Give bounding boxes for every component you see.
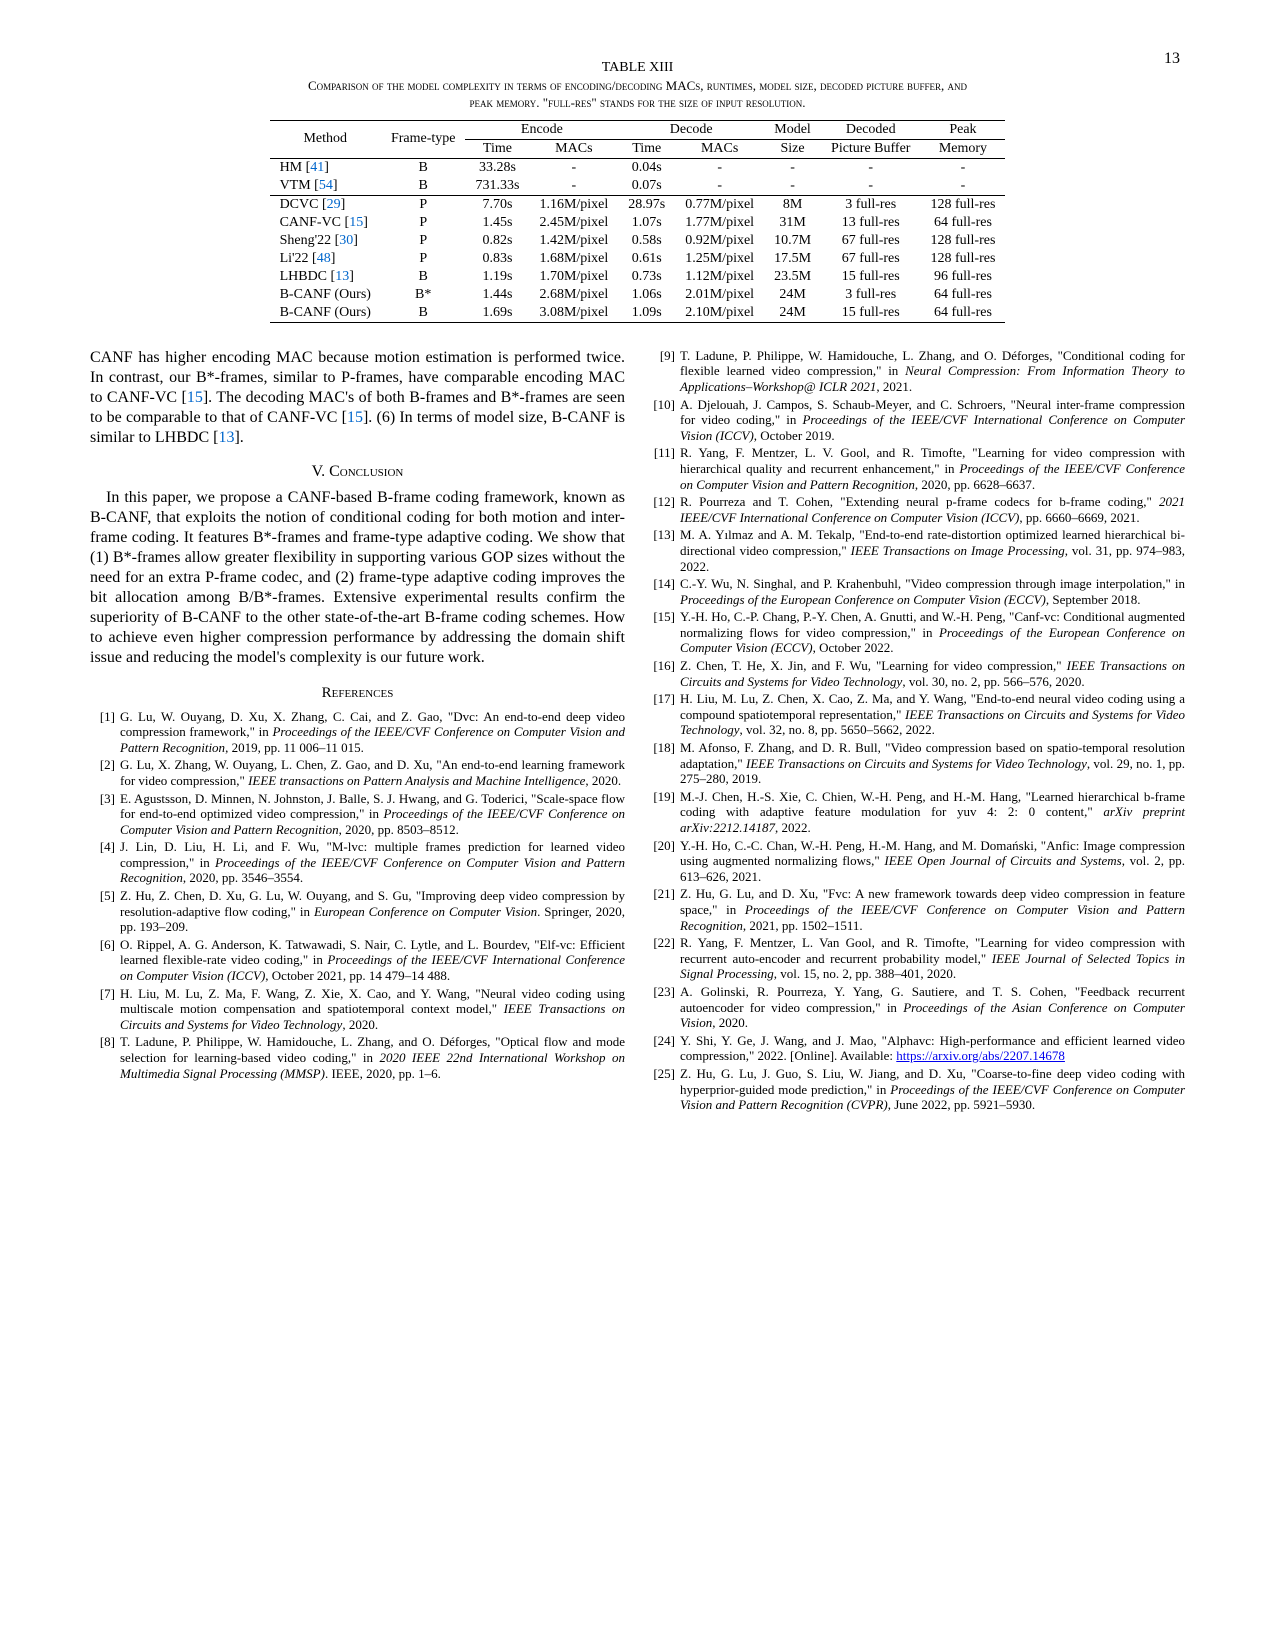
references-left: [1]G. Lu, W. Ouyang, D. Xu, X. Zhang, C.…: [90, 709, 625, 1082]
table-row: HM [41]B33.28s-0.04s----: [270, 158, 1006, 177]
th-model: Model: [764, 120, 821, 139]
reference-item: [21]Z. Hu, G. Lu, and D. Xu, "Fvc: A new…: [650, 886, 1185, 933]
reference-item: [12]R. Pourreza and T. Cohen, "Extending…: [650, 494, 1185, 525]
th-frame: Frame-type: [381, 120, 466, 158]
th-size: Size: [764, 139, 821, 158]
table-xiii: TABLE XIII Comparison of the model compl…: [90, 60, 1185, 323]
reference-item: [16]Z. Chen, T. He, X. Jin, and F. Wu, "…: [650, 658, 1185, 689]
th-enc-time: Time: [465, 139, 529, 158]
reference-item: [18]M. Afonso, F. Zhang, and D. R. Bull,…: [650, 740, 1185, 787]
left-column: CANF has higher encoding MAC because mot…: [90, 348, 625, 1115]
table-row: CANF-VC [15]P1.45s2.45M/pixel1.07s1.77M/…: [270, 214, 1006, 232]
reference-item: [17]H. Liu, M. Lu, Z. Chen, X. Cao, Z. M…: [650, 691, 1185, 738]
conclusion-heading: V. Conclusion: [90, 462, 625, 482]
th-decode: Decode: [618, 120, 764, 139]
references-heading: References: [90, 684, 625, 703]
reference-item: [23]A. Golinski, R. Pourreza, Y. Yang, G…: [650, 984, 1185, 1031]
th-encode: Encode: [465, 120, 618, 139]
table-row: VTM [54]B731.33s-0.07s----: [270, 177, 1006, 196]
th-memory: Memory: [920, 139, 1005, 158]
table-row: B-CANF (Ours)B1.69s3.08M/pixel1.09s2.10M…: [270, 304, 1006, 323]
two-column-body: CANF has higher encoding MAC because mot…: [90, 348, 1185, 1115]
reference-item: [7]H. Liu, M. Lu, Z. Ma, F. Wang, Z. Xie…: [90, 986, 625, 1033]
para-canf: CANF has higher encoding MAC because mot…: [90, 348, 625, 448]
reference-item: [19]M.-J. Chen, H.-S. Xie, C. Chien, W.-…: [650, 789, 1185, 836]
th-enc-macs: MACs: [529, 139, 618, 158]
reference-item: [20]Y.-H. Ho, C.-C. Chan, W.-H. Peng, H.…: [650, 838, 1185, 885]
complexity-table: Method Frame-type Encode Decode Model De…: [270, 120, 1006, 323]
reference-item: [14]C.-Y. Wu, N. Singhal, and P. Krahenb…: [650, 576, 1185, 607]
reference-item: [15]Y.-H. Ho, C.-P. Chang, P.-Y. Chen, A…: [650, 609, 1185, 656]
reference-item: [11]R. Yang, F. Mentzer, L. V. Gool, and…: [650, 445, 1185, 492]
table-row: DCVC [29]P7.70s1.16M/pixel28.97s0.77M/pi…: [270, 195, 1006, 214]
reference-item: [2]G. Lu, X. Zhang, W. Ouyang, L. Chen, …: [90, 757, 625, 788]
th-peak: Peak: [920, 120, 1005, 139]
table-row: Li'22 [48]P0.83s1.68M/pixel0.61s1.25M/pi…: [270, 250, 1006, 268]
reference-item: [13]M. A. Yılmaz and A. M. Tekalp, "End-…: [650, 527, 1185, 574]
th-picbuf: Picture Buffer: [821, 139, 920, 158]
right-column: [9]T. Ladune, P. Philippe, W. Hamidouche…: [650, 348, 1185, 1115]
para-conclusion: In this paper, we propose a CANF-based B…: [90, 488, 625, 668]
reference-item: [1]G. Lu, W. Ouyang, D. Xu, X. Zhang, C.…: [90, 709, 625, 756]
reference-item: [9]T. Ladune, P. Philippe, W. Hamidouche…: [650, 348, 1185, 395]
reference-item: [5]Z. Hu, Z. Chen, D. Xu, G. Lu, W. Ouya…: [90, 888, 625, 935]
th-method: Method: [270, 120, 381, 158]
references-right: [9]T. Ladune, P. Philippe, W. Hamidouche…: [650, 348, 1185, 1113]
table-caption: Comparison of the model complexity in te…: [90, 78, 1185, 112]
reference-item: [22]R. Yang, F. Mentzer, L. Van Gool, an…: [650, 935, 1185, 982]
reference-item: [8]T. Ladune, P. Philippe, W. Hamidouche…: [90, 1034, 625, 1081]
th-dec-time: Time: [618, 139, 675, 158]
table-row: LHBDC [13]B1.19s1.70M/pixel0.73s1.12M/pi…: [270, 268, 1006, 286]
reference-item: [4]J. Lin, D. Liu, H. Li, and F. Wu, "M-…: [90, 839, 625, 886]
reference-item: [6]O. Rippel, A. G. Anderson, K. Tatwawa…: [90, 937, 625, 984]
th-decoded: Decoded: [821, 120, 920, 139]
table-row: B-CANF (Ours)B*1.44s2.68M/pixel1.06s2.01…: [270, 286, 1006, 304]
reference-item: [10]A. Djelouah, J. Campos, S. Schaub-Me…: [650, 397, 1185, 444]
page-number: 13: [1164, 50, 1180, 68]
table-label: TABLE XIII: [90, 60, 1185, 76]
reference-item: [25]Z. Hu, G. Lu, J. Guo, S. Liu, W. Jia…: [650, 1066, 1185, 1113]
reference-item: [24]Y. Shi, Y. Ge, J. Wang, and J. Mao, …: [650, 1033, 1185, 1064]
table-row: Sheng'22 [30]P0.82s1.42M/pixel0.58s0.92M…: [270, 232, 1006, 250]
reference-item: [3]E. Agustsson, D. Minnen, N. Johnston,…: [90, 791, 625, 838]
th-dec-macs: MACs: [675, 139, 764, 158]
